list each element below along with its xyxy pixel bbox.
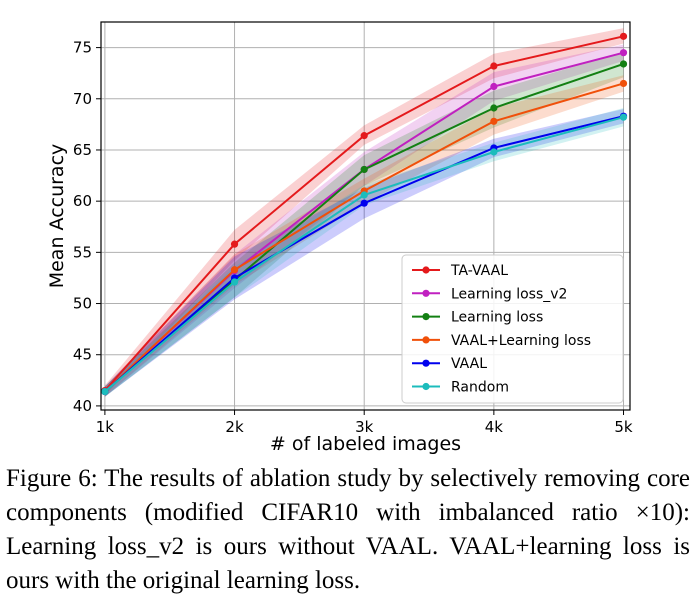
- data-point: [101, 387, 109, 396]
- data-point: [619, 113, 628, 121]
- caption-label: Figure 6:: [6, 465, 98, 492]
- x-tick-label: 4k: [485, 418, 504, 436]
- data-point: [490, 117, 498, 125]
- x-tick-label: 2k: [225, 418, 244, 436]
- legend-label: VAAL: [451, 356, 487, 372]
- chart-canvas: 1k 2k 3k 4k 5k 40 45 50 55 60 65 70 75 # of labeled …: [46, 21, 633, 455]
- y-tick-label: 70: [73, 90, 92, 108]
- data-point: [619, 60, 628, 68]
- data-point: [490, 62, 498, 70]
- legend-swatch-marker: [422, 313, 430, 321]
- data-point: [230, 266, 239, 274]
- confidence-band: [104, 107, 624, 397]
- y-tick-label: 75: [73, 39, 92, 57]
- legend-swatch-marker: [422, 382, 430, 391]
- y-tick-label: 40: [73, 397, 92, 415]
- axis-ticks: 1k 2k 3k 4k 5k 40 45 50 55 60 65 70 75: [73, 39, 633, 436]
- plot-frame: [100, 21, 631, 411]
- data-point: [360, 165, 368, 174]
- series-lines: [101, 32, 628, 396]
- data-point: [490, 148, 498, 156]
- legend-label: Learning loss: [451, 310, 543, 326]
- data-point: [360, 132, 368, 140]
- x-tick-label: 1k: [96, 418, 115, 436]
- data-point: [619, 79, 628, 88]
- legend: TA-VAAL Learning loss_v2 Learning loss VAAL…: [401, 254, 624, 404]
- legend-label: TA-VAAL: [450, 263, 508, 279]
- y-tick-label: 45: [73, 346, 92, 364]
- data-point: [490, 104, 498, 112]
- legend-swatch-marker: [422, 359, 430, 367]
- data-point: [619, 49, 628, 57]
- figure-caption: Figure 6: The results of ablation study …: [6, 462, 690, 598]
- data-point: [230, 278, 239, 286]
- data-point: [360, 191, 368, 199]
- y-tick-label: 55: [73, 243, 92, 261]
- legend-label: Learning loss_v2: [451, 286, 567, 302]
- x-tick-label: 3k: [355, 418, 374, 436]
- legend-box: [401, 254, 624, 404]
- y-axis-label: Mean Accuracy: [46, 144, 68, 289]
- x-axis-label: # of labeled images: [270, 433, 461, 455]
- confidence-band: [104, 75, 624, 397]
- legend-swatch-marker: [422, 336, 430, 344]
- line-chart-figure: 1k 2k 3k 4k 5k 40 45 50 55 60 65 70 75 # of labeled …: [46, 21, 633, 455]
- confidence-bands: [104, 28, 624, 397]
- legend-label: Random: [451, 380, 509, 396]
- y-tick-label: 65: [73, 141, 92, 159]
- legend-swatch-marker: [422, 266, 430, 274]
- data-point: [619, 32, 628, 40]
- grid: [101, 22, 630, 410]
- confidence-band: [104, 51, 624, 397]
- data-point: [360, 199, 368, 207]
- y-tick-label: 60: [73, 192, 92, 210]
- data-point: [490, 82, 498, 91]
- legend-label: VAAL+Learning loss: [451, 333, 591, 349]
- y-tick-label: 50: [73, 295, 92, 313]
- x-tick-label: 5k: [614, 418, 633, 436]
- caption-text: The results of ablation study by selecti…: [6, 465, 690, 594]
- legend-swatch-marker: [422, 289, 430, 297]
- data-point: [230, 240, 239, 248]
